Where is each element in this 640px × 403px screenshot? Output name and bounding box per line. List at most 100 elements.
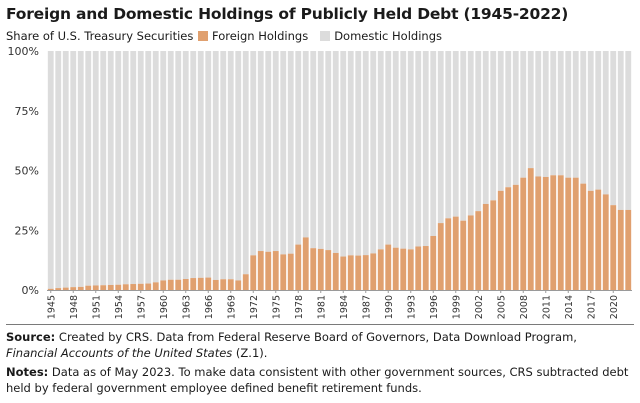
bar-foreign-1959 (152, 282, 159, 290)
bar-domestic-1965 (197, 51, 204, 278)
bar-domestic-1975 (272, 51, 279, 252)
bar-foreign-1999 (452, 216, 459, 290)
bar-foreign-1966 (205, 277, 212, 290)
y-tick-label: 0% (22, 284, 39, 297)
x-tick-label: 1945 (46, 295, 57, 319)
legend-item-foreign: Foreign Holdings (198, 29, 308, 43)
bar-foreign-1992 (400, 248, 407, 290)
bar-domestic-1967 (212, 51, 219, 280)
bar-foreign-2004 (490, 200, 497, 290)
bar-foreign-1946 (55, 288, 62, 290)
source-text: Created by CRS. Data from Federal Reserv… (55, 330, 577, 344)
bar-foreign-1991 (392, 247, 399, 290)
bar-foreign-1954 (115, 284, 122, 290)
bar-domestic-1979 (302, 51, 309, 238)
bar-foreign-1978 (295, 244, 302, 290)
bar-foreign-1984 (340, 256, 347, 290)
bar-foreign-1947 (62, 287, 69, 290)
bar-domestic-1978 (295, 51, 302, 245)
legend: Foreign Holdings Domestic Holdings (198, 29, 442, 43)
bar-foreign-2010 (535, 176, 542, 290)
bar-domestic-1947 (62, 51, 69, 288)
x-tick-label: 1948 (69, 295, 80, 319)
bar-foreign-1997 (437, 223, 444, 290)
bar-domestic-2011 (542, 51, 549, 177)
bar-foreign-1983 (332, 252, 339, 290)
notes-text: Data as of May 2023. To make data consis… (6, 365, 629, 395)
bar-domestic-1961 (167, 51, 174, 280)
bar-foreign-2017 (587, 190, 594, 290)
x-tick-label: 2017 (586, 295, 597, 319)
x-tick-label: 2014 (564, 295, 575, 319)
bar-foreign-1998 (445, 218, 452, 290)
bar-domestic-1970 (235, 51, 242, 281)
bar-foreign-2020 (610, 205, 617, 290)
legend-label-foreign: Foreign Holdings (212, 29, 309, 43)
source-end: (Z.1). (232, 346, 268, 360)
bar-foreign-1958 (145, 283, 152, 290)
bar-foreign-1976 (280, 254, 287, 290)
bar-foreign-1990 (385, 244, 392, 290)
bar-domestic-2019 (602, 51, 609, 195)
bar-foreign-1952 (100, 285, 107, 290)
x-tick-label: 1987 (361, 295, 372, 319)
bar-foreign-1986 (355, 255, 362, 290)
y-tick-label: 25% (15, 224, 39, 237)
bar-foreign-2009 (527, 168, 534, 290)
bar-foreign-1973 (257, 251, 264, 290)
x-axis-ticks: 1945 1948 1951 1954 1957 1960 1963 1966 1969 1972… (46, 290, 632, 319)
y-axis-subtitle: Share of U.S. Treasury Securities (6, 29, 194, 43)
bar-domestic-1945 (47, 51, 54, 289)
x-tick-label: 1981 (316, 295, 327, 319)
bar-foreign-2005 (497, 190, 504, 290)
bar-domestic-2010 (535, 51, 542, 177)
bar-domestic-2015 (572, 51, 579, 178)
bar-domestic-1962 (175, 51, 182, 280)
bar-domestic-1986 (355, 51, 362, 256)
x-tick-label: 1957 (136, 295, 147, 319)
bar-domestic-1997 (437, 51, 444, 224)
bar-foreign-2011 (542, 176, 549, 290)
bar-domestic-1993 (407, 51, 414, 250)
bar-domestic-1972 (250, 51, 257, 256)
bars-group (47, 51, 632, 290)
bar-foreign-1948 (70, 287, 77, 290)
bar-domestic-2009 (527, 51, 534, 169)
bar-foreign-2003 (482, 203, 489, 290)
bar-domestic-1985 (347, 51, 354, 256)
bar-foreign-1979 (302, 237, 309, 290)
bar-foreign-1972 (250, 255, 257, 290)
legend-swatch-domestic (320, 31, 331, 41)
source-note: Source: Created by CRS. Data from Federa… (6, 329, 631, 361)
y-tick-label: 50% (15, 165, 39, 178)
bar-foreign-2012 (550, 175, 557, 290)
bar-domestic-2007 (512, 51, 519, 185)
x-tick-label: 1975 (271, 295, 282, 319)
bar-foreign-2014 (565, 177, 572, 290)
bar-domestic-1953 (107, 51, 114, 285)
bar-domestic-1950 (85, 51, 92, 286)
legend-item-domestic: Domestic Holdings (320, 29, 442, 43)
bar-domestic-1949 (77, 51, 84, 287)
bar-foreign-2018 (595, 189, 602, 290)
bar-domestic-1963 (182, 51, 189, 280)
x-tick-label: 2002 (474, 295, 485, 319)
bar-domestic-2004 (490, 51, 497, 201)
bar-domestic-1966 (205, 51, 212, 278)
bar-domestic-1952 (100, 51, 107, 286)
x-tick-label: 1978 (294, 295, 305, 319)
bar-foreign-1993 (407, 249, 414, 290)
x-tick-label: 1960 (159, 295, 170, 319)
bar-foreign-2006 (505, 187, 512, 290)
bar-domestic-2000 (460, 51, 467, 221)
bar-domestic-1983 (332, 51, 339, 253)
bar-foreign-2016 (580, 183, 587, 290)
bar-foreign-2022 (625, 209, 632, 290)
source-divider (6, 324, 634, 325)
bar-domestic-2013 (557, 51, 564, 176)
bar-foreign-1968 (220, 279, 227, 290)
bar-foreign-1982 (325, 250, 332, 290)
bar-foreign-1951 (92, 285, 99, 290)
bar-foreign-1977 (287, 253, 294, 290)
bar-foreign-2013 (557, 175, 564, 290)
